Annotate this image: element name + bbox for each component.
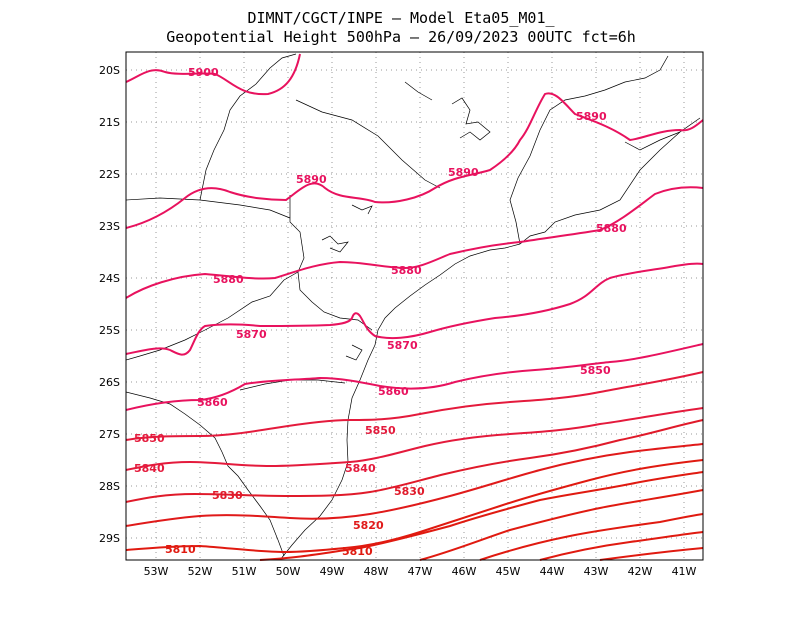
lon-tick-label: 44W: [540, 565, 565, 578]
contour-label: 5810: [342, 545, 373, 558]
lon-tick-label: 48W: [364, 565, 389, 578]
contour-label: 5900: [188, 66, 219, 79]
lat-tick-label: 27S: [99, 428, 120, 441]
contour-label: 5880: [213, 273, 244, 286]
lat-tick-label: 26S: [99, 376, 120, 389]
longitude-axis: 53W 52W 51W 50W 49W 48W 47W 46W 45W 44W …: [144, 565, 697, 578]
contour-label: 5890: [576, 110, 607, 123]
map-title-line2: Geopotential Height 500hPa – 26/09/2023 …: [166, 28, 636, 46]
lat-tick-label: 25S: [99, 324, 120, 337]
contour-label: 5880: [391, 264, 422, 277]
lon-tick-label: 41W: [672, 565, 697, 578]
lon-tick-label: 49W: [320, 565, 345, 578]
lon-tick-label: 53W: [144, 565, 169, 578]
contour-label: 5890: [296, 173, 327, 186]
lat-tick-label: 23S: [99, 220, 120, 233]
contour-label: 5840: [134, 462, 165, 475]
height-contours: [125, 53, 704, 561]
contour-label: 5840: [345, 462, 376, 475]
contour-labels: 5900 5890 5890 5890 5880 5880 5880 5870 …: [134, 66, 627, 558]
lon-tick-label: 42W: [628, 565, 653, 578]
contour-label: 5830: [394, 485, 425, 498]
contour-label: 5890: [448, 166, 479, 179]
contour-label: 5880: [596, 222, 627, 235]
gridlines: [126, 52, 703, 560]
contour-label: 5860: [378, 385, 409, 398]
plot-frame: [125, 51, 704, 561]
contour-label: 5870: [236, 328, 267, 341]
contour-label: 5820: [353, 519, 384, 532]
lat-tick-label: 22S: [99, 168, 120, 181]
lat-tick-label: 20S: [99, 64, 120, 77]
lat-tick-label: 21S: [99, 116, 120, 129]
lon-tick-label: 51W: [232, 565, 257, 578]
plot-area: 5900 5890 5890 5890 5880 5880 5880 5870 …: [125, 51, 704, 561]
lat-tick-label: 29S: [99, 532, 120, 545]
contour-label: 5850: [580, 364, 611, 377]
lat-tick-label: 28S: [99, 480, 120, 493]
lon-tick-label: 47W: [408, 565, 433, 578]
map-title-line1: DIMNT/CGCT/INPE – Model Eta05_M01_: [247, 9, 555, 27]
lon-tick-label: 43W: [584, 565, 609, 578]
contour-label: 5850: [134, 432, 165, 445]
contour-label: 5860: [197, 396, 228, 409]
lon-tick-label: 46W: [452, 565, 477, 578]
latitude-axis: 20S 21S 22S 23S 24S 25S 26S 27S 28S 29S: [99, 64, 120, 545]
contour-label: 5810: [165, 543, 196, 556]
lon-tick-label: 50W: [276, 565, 301, 578]
lat-tick-label: 24S: [99, 272, 120, 285]
contour-label: 5850: [365, 424, 396, 437]
lon-tick-label: 52W: [188, 565, 213, 578]
contour-label: 5830: [212, 489, 243, 502]
lon-tick-label: 45W: [496, 565, 521, 578]
contour-label: 5870: [387, 339, 418, 352]
